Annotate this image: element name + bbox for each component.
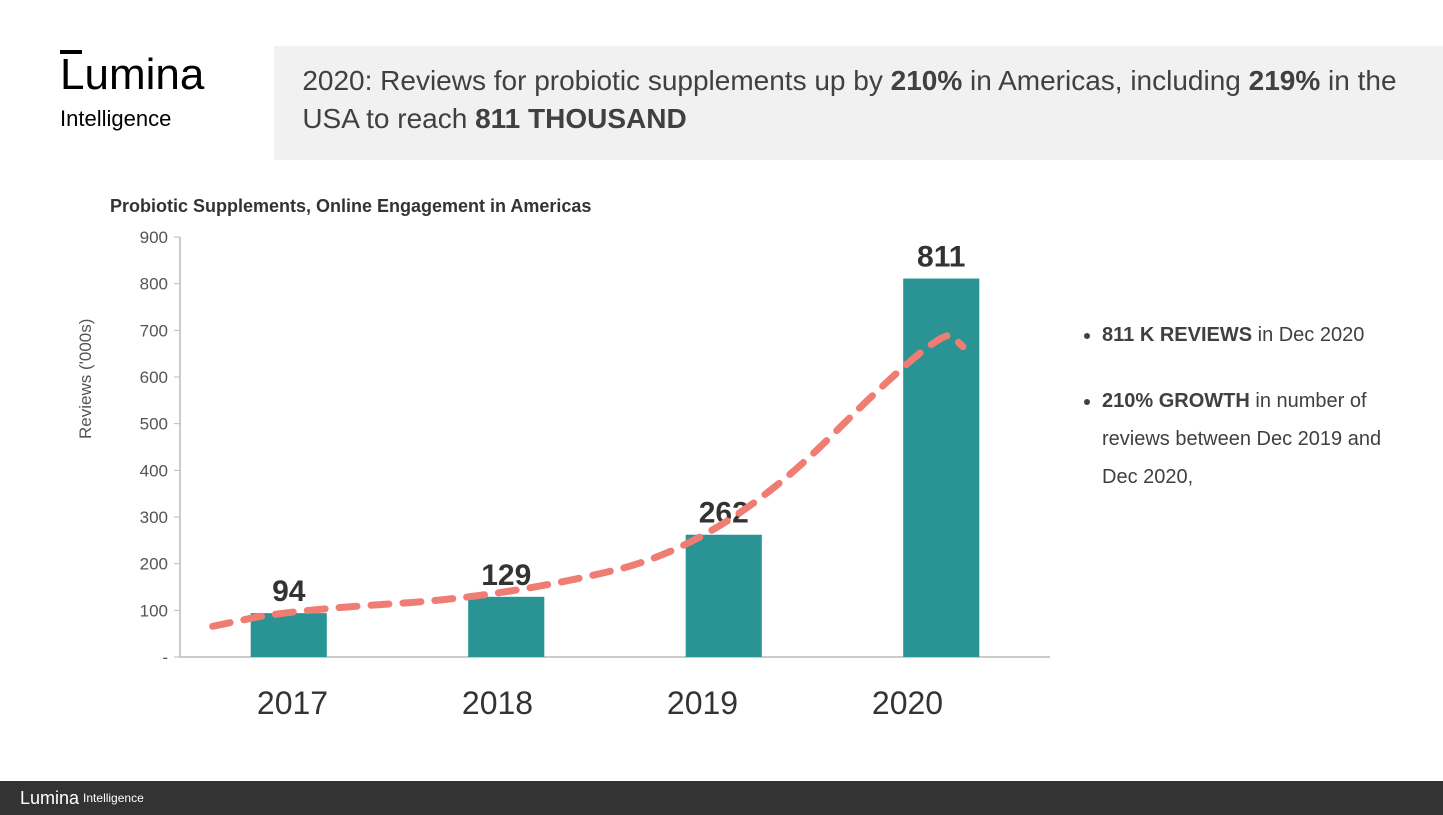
bar-chart: -10020030040050060070080090094129262811 [110,227,1050,667]
title-tail: 811 THOUSAND [475,103,687,134]
x-axis-labels: 2017 2018 2019 2020 [110,667,1050,722]
logo-sub: Intelligence [60,106,204,132]
svg-text:200: 200 [140,554,168,573]
title-bar: 2020: Reviews for probiotic supplements … [274,46,1443,160]
svg-text:600: 600 [140,368,168,387]
side-notes: 811 K REVIEWS in Dec 2020 210% GROWTH in … [1050,196,1403,524]
svg-text:129: 129 [481,558,531,591]
svg-text:500: 500 [140,414,168,433]
side-note-item: 210% GROWTH in number of reviews between… [1102,382,1403,496]
x-axis-tick-label: 2017 [257,685,328,722]
title-pct1: 210% [891,65,963,96]
svg-text:400: 400 [140,461,168,480]
footer-logo-main: Lumina [20,788,79,809]
x-axis-tick-label: 2018 [462,685,533,722]
logo: Lumina Intelligence [60,46,204,132]
svg-text:300: 300 [140,508,168,527]
svg-text:700: 700 [140,321,168,340]
x-axis-tick-label: 2020 [872,685,943,722]
title-mid1: in Americas, including [962,65,1248,96]
side-note-item: 811 K REVIEWS in Dec 2020 [1102,316,1403,354]
svg-text:94: 94 [272,575,306,608]
svg-text:811: 811 [917,240,965,273]
svg-text:-: - [162,648,168,667]
x-axis-tick-label: 2019 [667,685,738,722]
logo-main: Lumina [60,50,204,100]
footer-logo-sub: Intelligence [83,791,144,805]
y-axis-label: Reviews ('000s) [76,318,96,438]
chart-title: Probiotic Supplements, Online Engagement… [110,196,1050,217]
title-prefix: 2020: Reviews for probiotic supplements … [302,65,890,96]
svg-text:900: 900 [140,228,168,247]
header-row: Lumina Intelligence 2020: Reviews for pr… [0,0,1443,160]
title-pct2: 219% [1249,65,1321,96]
chart-wrapper: Probiotic Supplements, Online Engagement… [110,196,1050,722]
svg-text:100: 100 [140,601,168,620]
footer-bar: Lumina Intelligence [0,781,1443,815]
body-row: Probiotic Supplements, Online Engagement… [0,160,1443,722]
svg-text:800: 800 [140,274,168,293]
